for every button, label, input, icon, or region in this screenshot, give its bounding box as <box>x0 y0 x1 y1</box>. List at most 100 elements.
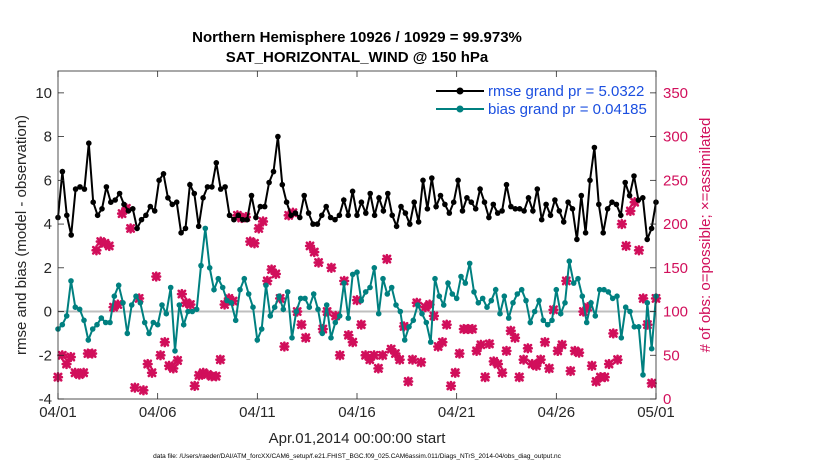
y-tick-label: -2 <box>39 347 52 364</box>
bias-series-point <box>393 302 399 308</box>
bias-series-point <box>133 293 139 300</box>
obs-assimilated-point <box>424 299 435 310</box>
bias-series-point <box>510 300 516 306</box>
legend-rmse-label: rmse grand pr = 5.0322 <box>488 83 644 100</box>
bias-series-point <box>544 321 551 328</box>
rmse-series-point <box>503 181 510 188</box>
rmse-series-point <box>534 186 541 192</box>
bias-series-point <box>579 293 586 300</box>
bias-series-point <box>206 265 213 271</box>
rmse-series-point <box>521 208 527 214</box>
bias-series-point <box>72 304 79 311</box>
rmse-series-point <box>358 199 365 205</box>
bias-series-point <box>492 286 499 293</box>
bias-series-point <box>176 302 183 308</box>
obs-assimilated-point <box>300 332 311 343</box>
rmse-series-point <box>72 186 79 192</box>
rmse-series-point <box>363 210 369 216</box>
obs-assimilated-point <box>87 348 98 359</box>
obs-assimilated-point <box>347 337 358 348</box>
bias-series-point <box>479 295 486 302</box>
x-tick-label: 04/21 <box>438 404 476 421</box>
rmse-series-point <box>600 230 606 236</box>
bias-series-point <box>644 300 651 306</box>
bias-series-point <box>328 335 334 341</box>
bias-series-point <box>380 275 386 282</box>
bias-series-point <box>185 308 191 315</box>
chart-title: Northern Hemisphere 10926 / 10929 = 99.9… <box>192 29 522 46</box>
series-layer <box>52 133 662 396</box>
rmse-series-point <box>626 192 633 199</box>
rmse-series-point <box>279 181 286 188</box>
obs-assimilated-point <box>368 350 380 361</box>
rmse-series-point <box>64 212 70 219</box>
rmse-series-point <box>143 212 149 219</box>
rmse-series-point <box>165 195 171 201</box>
obs-assimilated-point <box>356 319 367 330</box>
rmse-series-point <box>275 133 281 140</box>
rmse-series-point <box>587 177 593 184</box>
bias-series-point <box>423 319 430 326</box>
bias-series-point <box>280 306 287 313</box>
obs-assimilated-point <box>492 358 504 370</box>
y2-tick-label: 50 <box>663 347 680 364</box>
rmse-series-point <box>204 184 211 190</box>
bias-series-point <box>588 300 594 306</box>
bias-series-point <box>488 297 495 304</box>
rmse-series-point <box>341 197 347 203</box>
rmse-series-point <box>367 190 374 197</box>
rmse-series-point <box>516 206 523 212</box>
bias-series-point <box>94 321 100 328</box>
bias-series-point <box>601 286 607 293</box>
bias-series-point <box>466 260 473 267</box>
bias-series-point <box>362 289 369 295</box>
rmse-series-point <box>420 177 426 184</box>
obs-assimilated-point <box>544 363 555 374</box>
rmse-series-point <box>472 206 479 212</box>
bias-series-point <box>518 286 525 293</box>
bias-series-point <box>501 293 508 300</box>
obs-assimilated-point <box>573 347 585 358</box>
obs-assimilated-point <box>586 360 598 371</box>
obs-assimilated-point <box>142 358 153 370</box>
obs-assimilated-point <box>394 354 405 365</box>
bias-series-point <box>618 335 625 341</box>
rmse-series-point <box>578 192 585 199</box>
obs-assimilated-point <box>386 344 397 355</box>
rmse-series-point <box>248 192 255 199</box>
y2-tick-label: 300 <box>663 129 688 146</box>
data-file-footnote: data file: /Users/raeder/DAI/ATM_forcXX/… <box>153 453 562 460</box>
x-tick-label: 04/26 <box>538 404 576 421</box>
rmse-series-point <box>543 201 549 208</box>
rmse-series-point <box>398 203 404 210</box>
bias-series-point <box>471 289 477 295</box>
rmse-series-point <box>283 199 290 205</box>
obs-assimilated-point <box>480 371 491 383</box>
bias-series-point <box>427 339 434 345</box>
obs-assimilated-point <box>296 319 307 330</box>
rmse-series-point <box>468 199 475 205</box>
rmse-series-point <box>112 197 118 203</box>
obs-assimilated-point <box>501 345 512 357</box>
obs-assimilated-point <box>249 238 260 249</box>
obs-assimilated-point <box>522 343 533 354</box>
rmse-series-point <box>565 199 571 205</box>
obs-assimilated-point <box>78 367 89 378</box>
rmse-series-point <box>288 212 294 219</box>
bias-series-point <box>497 310 503 317</box>
bias-series-point <box>102 319 109 326</box>
y2-tick-label: 0 <box>663 391 671 408</box>
rmse-series-point <box>173 199 180 205</box>
rmse-series-point <box>604 206 611 212</box>
obs-assimilated-point <box>556 339 568 350</box>
bias-series-point <box>150 319 157 326</box>
chart-subtitle: SAT_HORIZONTAL_WIND @ 150 hPa <box>226 49 489 66</box>
obs-assimilated-point <box>467 323 478 335</box>
rmse-series-point <box>301 192 308 199</box>
legend-rmse-marker <box>456 87 464 95</box>
rmse-series-point <box>591 144 598 151</box>
obs-assimilated-point <box>155 350 166 361</box>
obs-assimilated-point <box>172 355 183 366</box>
bias-series-point <box>566 258 573 265</box>
obs-assimilated-point <box>535 354 546 365</box>
